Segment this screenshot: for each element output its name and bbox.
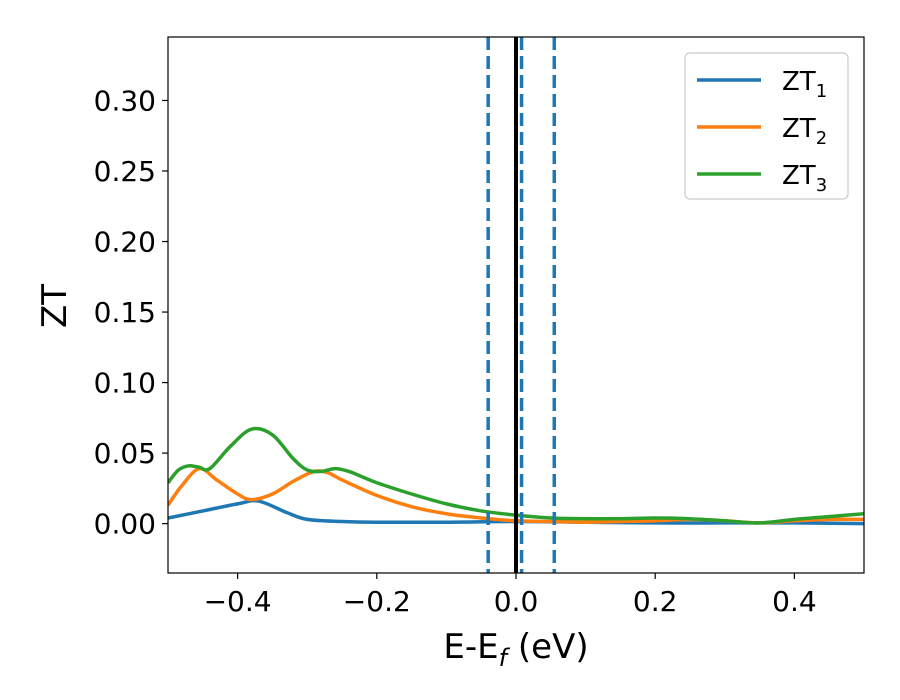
y-tick-label: 0.25 — [94, 155, 156, 188]
x-tick-label: −0.2 — [343, 585, 411, 618]
legend-box — [684, 52, 849, 200]
legend-label-zt2: ZT2 — [782, 114, 827, 149]
series-line-zt3 — [168, 426, 864, 525]
legend-label-zt3: ZT3 — [782, 161, 827, 196]
x-tick-label: 0.0 — [494, 585, 539, 618]
x-tick-label: −0.4 — [204, 585, 272, 618]
series-line-zt1 — [168, 498, 864, 526]
legend-label-zt1: ZT1 — [782, 67, 827, 102]
y-tick-label: 0.10 — [94, 367, 156, 400]
vertical-lines — [486, 37, 557, 573]
series-layer — [168, 426, 864, 526]
x-axis-title: E-Ef (eV) — [443, 627, 588, 672]
y-tick-label: 0.15 — [94, 296, 156, 329]
y-tick-label: 0.30 — [94, 84, 156, 117]
x-axis: −0.4 −0.2 0.0 0.2 0.4 — [204, 573, 817, 618]
y-tick-label: 0.05 — [94, 437, 156, 470]
y-axis-title: ZT — [35, 284, 75, 328]
legend: ZT1 ZT2 ZT3 — [684, 52, 849, 200]
y-axis: 0.00 0.05 0.10 0.15 0.20 0.25 0.30 — [94, 84, 168, 541]
y-tick-label: 0.00 — [94, 508, 156, 541]
x-tick-label: 0.2 — [633, 585, 678, 618]
x-tick-label: 0.4 — [772, 585, 817, 618]
y-tick-label: 0.20 — [94, 226, 156, 259]
